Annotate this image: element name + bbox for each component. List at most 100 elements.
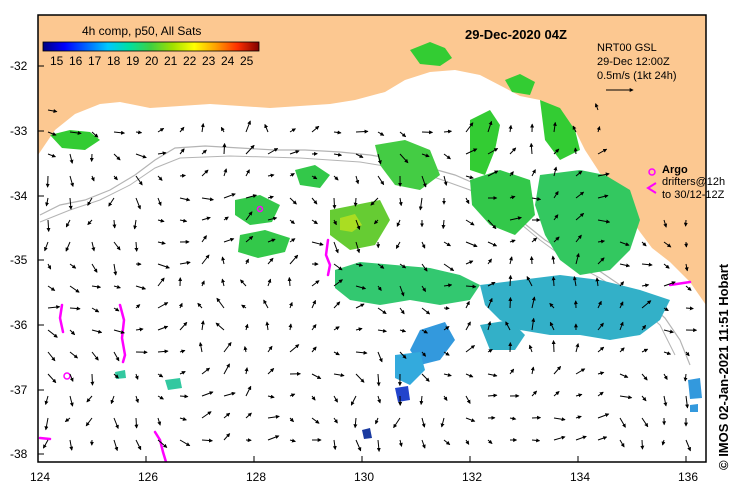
current-vector <box>663 351 672 356</box>
current-vector <box>487 373 498 378</box>
legend-tick: 24 <box>221 54 235 68</box>
current-vector <box>509 256 513 265</box>
imos-credit: © IMOS 02-Jan-2021 11:51 Hobart <box>716 263 731 470</box>
current-vector <box>157 325 169 331</box>
current-vector <box>91 241 96 252</box>
current-vector <box>377 263 385 269</box>
current-vector <box>508 274 513 287</box>
current-vector <box>179 148 185 155</box>
current-vector <box>661 439 666 446</box>
legend-tick: 19 <box>126 54 140 68</box>
current-vector <box>311 373 322 380</box>
current-vector <box>135 153 147 159</box>
current-vector <box>69 439 74 451</box>
current-vector <box>198 342 203 353</box>
current-vector <box>113 307 120 312</box>
current-vector <box>333 395 338 403</box>
current-vector <box>289 393 296 398</box>
current-vector <box>526 276 533 287</box>
current-vector <box>134 417 139 429</box>
current-vector <box>240 279 247 287</box>
current-vector <box>443 175 448 186</box>
current-vector <box>663 281 676 287</box>
current-info-line1: NRT00 GSL <box>597 42 657 54</box>
current-vector <box>465 417 476 422</box>
current-vector <box>685 395 690 409</box>
current-vector <box>663 263 670 269</box>
current-vector <box>685 351 690 357</box>
x-tick-label: 136 <box>678 470 699 484</box>
current-vector <box>641 324 647 331</box>
current-vector <box>86 395 93 403</box>
date-label: 29-Dec-2020 04Z <box>465 27 567 42</box>
current-vector <box>108 197 115 207</box>
current-vector <box>684 263 689 272</box>
current-vector <box>641 373 648 381</box>
current-vector <box>333 373 345 378</box>
current-vector <box>113 329 125 334</box>
current-vector <box>531 296 536 309</box>
current-vector <box>157 439 168 448</box>
current-vector <box>487 321 492 331</box>
current-vector <box>311 197 318 205</box>
legend-tick: 21 <box>164 54 178 68</box>
current-vector <box>244 367 249 375</box>
current-vector <box>528 344 533 353</box>
current-vector <box>245 412 252 419</box>
current-vector <box>549 302 555 309</box>
current-vector <box>465 175 474 180</box>
current-vector <box>487 258 492 265</box>
current-vector <box>179 371 186 375</box>
current-vector <box>333 175 339 181</box>
y-tick-label: -37 <box>10 383 28 397</box>
current-vector <box>47 329 58 338</box>
current-vector <box>399 263 407 269</box>
current-vector <box>201 149 207 155</box>
y-tick-label: -34 <box>10 189 28 203</box>
legend-title: 4h comp, p50, All Sats <box>82 24 202 38</box>
current-vector <box>267 257 274 265</box>
current-vector <box>465 284 477 289</box>
current-vector <box>201 391 214 397</box>
current-vector <box>223 168 228 177</box>
current-vector <box>69 153 74 164</box>
current-vector <box>179 439 191 447</box>
current-vector <box>641 262 653 267</box>
drifter-label-2: to 30/12-12Z <box>662 189 725 201</box>
current-vector <box>663 373 668 380</box>
current-vector <box>641 241 647 247</box>
current-vector <box>443 241 451 247</box>
legend-tick: 23 <box>202 54 216 68</box>
current-vector <box>575 234 582 243</box>
current-vector <box>443 283 453 288</box>
drifter-tracks <box>38 238 692 462</box>
x-tick-label: 132 <box>462 470 483 484</box>
current-vector <box>289 219 295 225</box>
current-vector <box>375 417 379 425</box>
current-vector <box>91 307 100 313</box>
current-vector <box>289 150 300 155</box>
land-mass <box>38 15 706 305</box>
current-vector <box>553 166 558 177</box>
current-vector <box>549 321 555 331</box>
current-vector <box>87 219 93 226</box>
current-vector <box>311 125 320 133</box>
current-vector <box>289 173 295 177</box>
current-vector <box>179 394 189 399</box>
current-vector <box>641 348 649 353</box>
legend-tick: 22 <box>183 54 197 68</box>
current-vector <box>597 391 604 397</box>
current-vector <box>531 169 536 177</box>
current-vector <box>421 329 428 334</box>
legend-tick: 16 <box>69 54 83 68</box>
current-vector <box>597 322 604 331</box>
current-vector <box>355 175 360 185</box>
current-vector <box>267 238 276 243</box>
current-vector <box>311 324 317 331</box>
current-vector <box>373 219 379 225</box>
current-vector <box>113 175 118 181</box>
current-vector <box>289 238 296 243</box>
x-tick-label: 124 <box>30 470 51 484</box>
legend-tick: 15 <box>50 54 64 68</box>
current-vector <box>289 301 293 309</box>
